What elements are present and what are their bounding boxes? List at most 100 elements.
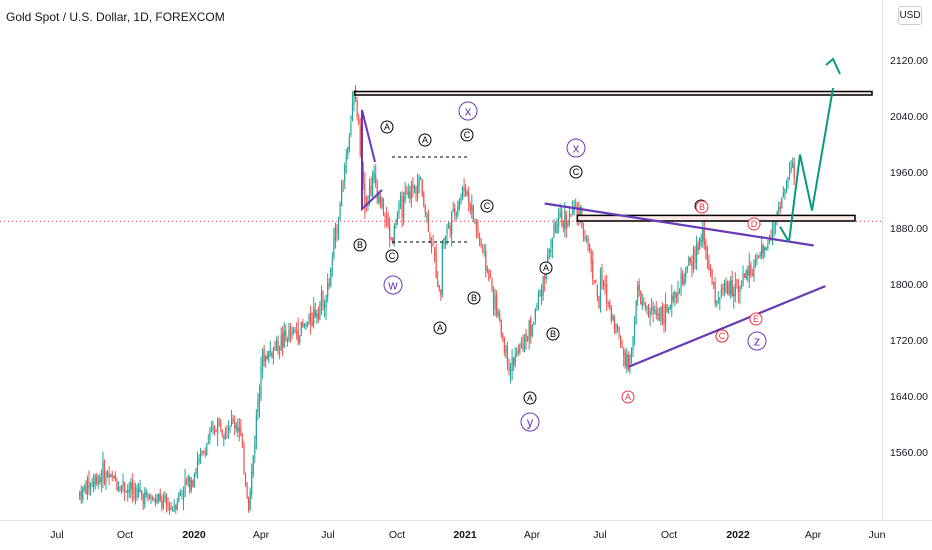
candle-body	[261, 350, 264, 371]
candle-body	[725, 282, 727, 293]
currency-button[interactable]: USD	[898, 6, 922, 25]
candle-body	[339, 203, 341, 221]
candle-body	[161, 502, 163, 507]
candle-body	[426, 215, 428, 217]
candle-body	[308, 314, 310, 322]
candle-body	[728, 281, 730, 295]
wave-label-purple-w: w	[383, 275, 403, 295]
wave-label-black-a: A	[418, 133, 432, 147]
wave-label-purple-z-ring	[747, 331, 767, 351]
candle-body	[423, 193, 425, 206]
candle-body	[362, 170, 364, 184]
candle-body	[137, 487, 140, 492]
candle-body	[255, 415, 257, 443]
candle-body	[669, 305, 671, 311]
candle-body	[745, 270, 747, 279]
candle-body	[562, 221, 564, 228]
candle-body	[427, 214, 430, 232]
time-tick-label: 2020	[182, 529, 206, 541]
candle-body	[742, 273, 744, 284]
candle-body	[531, 324, 533, 336]
candle-body	[89, 483, 92, 491]
price-tick-label: 1800.00	[890, 279, 928, 291]
wave-label-red-c-text: C	[719, 331, 726, 341]
candle-body	[598, 296, 600, 308]
candle-body	[111, 474, 113, 477]
candle-body	[635, 300, 637, 324]
candle-body	[325, 295, 327, 309]
candle-body	[141, 490, 143, 495]
candle-body	[91, 484, 93, 486]
time-tick-label: Jul	[50, 529, 63, 541]
candle-body	[217, 420, 219, 434]
candle-body	[461, 188, 464, 198]
candle-body	[215, 430, 217, 432]
wave-label-black-c-ring	[480, 199, 494, 213]
candle-body	[196, 460, 199, 473]
candle-body	[472, 205, 474, 220]
price-axis[interactable]: 1560.00 1640.00 1720.00 1800.00 1880.00 1960.…	[882, 0, 932, 550]
candle-body	[571, 211, 574, 214]
wave-label-purple-x-ring	[566, 138, 586, 158]
candle-body	[700, 239, 702, 242]
candle-body	[629, 355, 631, 371]
candle-body	[117, 487, 120, 492]
candle-body	[682, 272, 684, 285]
candle-body	[102, 461, 104, 480]
candle-body	[471, 205, 473, 212]
wave-label-black-c-text: C	[573, 167, 580, 177]
wave-label-black-c-text: C	[389, 251, 396, 261]
candle-body	[668, 311, 670, 314]
candle-body	[175, 505, 177, 510]
candle-body	[706, 248, 709, 260]
candle-body	[747, 270, 749, 276]
candle-body	[739, 285, 741, 293]
contracting-triangle-lines	[361, 109, 383, 212]
candle-body	[418, 177, 420, 187]
candle-body	[237, 426, 239, 431]
candle-body	[93, 481, 95, 487]
candle-body	[530, 318, 532, 336]
candle-body	[767, 243, 769, 249]
candle-body	[692, 249, 695, 270]
candle-body	[416, 184, 419, 198]
candle-body	[716, 301, 718, 304]
wave-label-black-b-ring	[353, 238, 367, 252]
candle-body	[568, 213, 571, 223]
candle-body	[158, 494, 160, 501]
candle-body	[407, 190, 409, 198]
candle-body	[116, 481, 118, 491]
candle-body	[660, 307, 662, 322]
candle-body	[153, 497, 155, 500]
candle-body	[486, 269, 488, 272]
candle-body	[415, 186, 417, 195]
candle-body	[94, 476, 96, 485]
candle-body	[289, 328, 292, 336]
wave-label-black-a-text: A	[437, 323, 443, 333]
candle-body	[523, 334, 526, 350]
wave-label-purple-x-text: x	[573, 141, 580, 156]
candle-body	[268, 352, 270, 361]
candle-body	[178, 492, 180, 503]
candle-body	[720, 288, 722, 297]
candle-body	[182, 497, 185, 499]
candle-body	[778, 207, 780, 211]
candle-body	[528, 320, 530, 340]
candle-body	[773, 223, 775, 229]
candle-body	[212, 426, 214, 430]
candle-body	[389, 224, 391, 238]
candle-body	[106, 472, 109, 478]
chart-title: Gold Spot / U.S. Dollar, 1D, FOREXCOM	[6, 10, 225, 24]
candle-body	[322, 291, 324, 309]
candle-body	[723, 282, 726, 292]
candle-body	[294, 330, 296, 332]
candle-body	[564, 211, 566, 229]
wave-label-purple-w-text: w	[387, 278, 398, 293]
candle-body	[344, 165, 346, 182]
wave-label-black-a-text: A	[384, 122, 390, 132]
wave-label-purple-x-text: x	[465, 104, 472, 119]
time-axis[interactable]: Jul Oct 2020 Apr Jul Oct 2021 Apr Jul Oct 2022 Apr J…	[0, 520, 932, 542]
candle-body	[561, 210, 563, 223]
candle-body	[86, 479, 89, 496]
